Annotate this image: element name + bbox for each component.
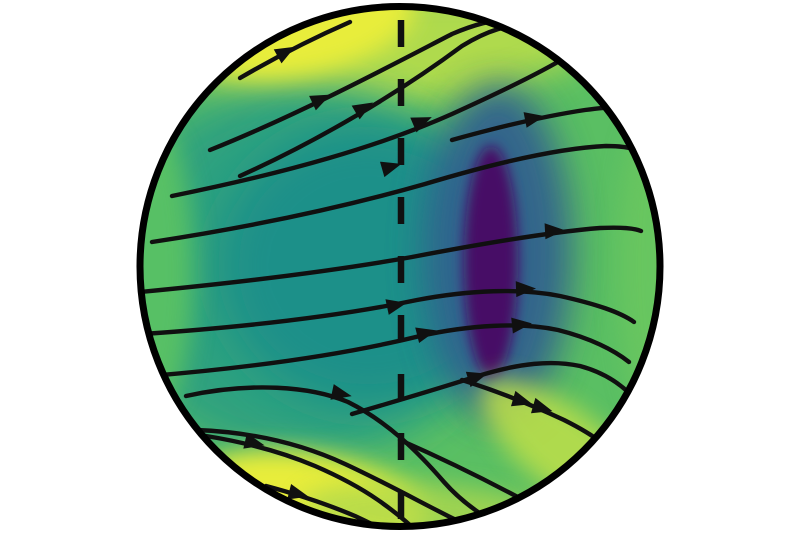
arrowhead-s2 bbox=[309, 94, 331, 111]
arrowhead-s3 bbox=[351, 102, 373, 120]
arrowhead-s12 bbox=[287, 484, 309, 500]
disk-border bbox=[136, 3, 664, 530]
arrowheads-group bbox=[243, 46, 565, 500]
arrowhead-s5 bbox=[523, 112, 545, 128]
streamline-s1 bbox=[237, 19, 353, 81]
arrowhead-s4 bbox=[410, 117, 432, 133]
arrowhead-s1 bbox=[273, 46, 296, 64]
arrowhead-s9 bbox=[511, 317, 532, 334]
streamline-s4 bbox=[169, 53, 571, 199]
streamline-s15 bbox=[459, 377, 605, 446]
field-layer-right-rim-green bbox=[618, 116, 658, 416]
streamline-s9b bbox=[349, 360, 633, 417]
arrowhead-s15 bbox=[530, 397, 553, 414]
streamline-s7 bbox=[142, 225, 644, 295]
field-layer-yellowgreen-bottom-band bbox=[300, 482, 560, 525]
arrowhead-s7 bbox=[544, 223, 565, 240]
streamline-s9 bbox=[147, 323, 632, 379]
streamline-s10 bbox=[183, 385, 493, 523]
arrowhead-s11 bbox=[243, 433, 265, 449]
arrowhead-s10 bbox=[330, 384, 352, 400]
arrowhead-s9b bbox=[465, 371, 488, 388]
arrowhead-s8 bbox=[515, 281, 536, 298]
arrowhead-s6 bbox=[379, 161, 402, 178]
arrowhead-s15 bbox=[510, 390, 533, 407]
streamline-s6 bbox=[149, 143, 643, 245]
streamline-s8 bbox=[142, 288, 637, 337]
arrowhead-s8 bbox=[385, 299, 407, 315]
field-layer-purple-core bbox=[464, 146, 518, 378]
disk-interior bbox=[142, 8, 658, 525]
streamlines-group bbox=[142, 17, 645, 525]
arrowhead-s9 bbox=[415, 327, 437, 343]
